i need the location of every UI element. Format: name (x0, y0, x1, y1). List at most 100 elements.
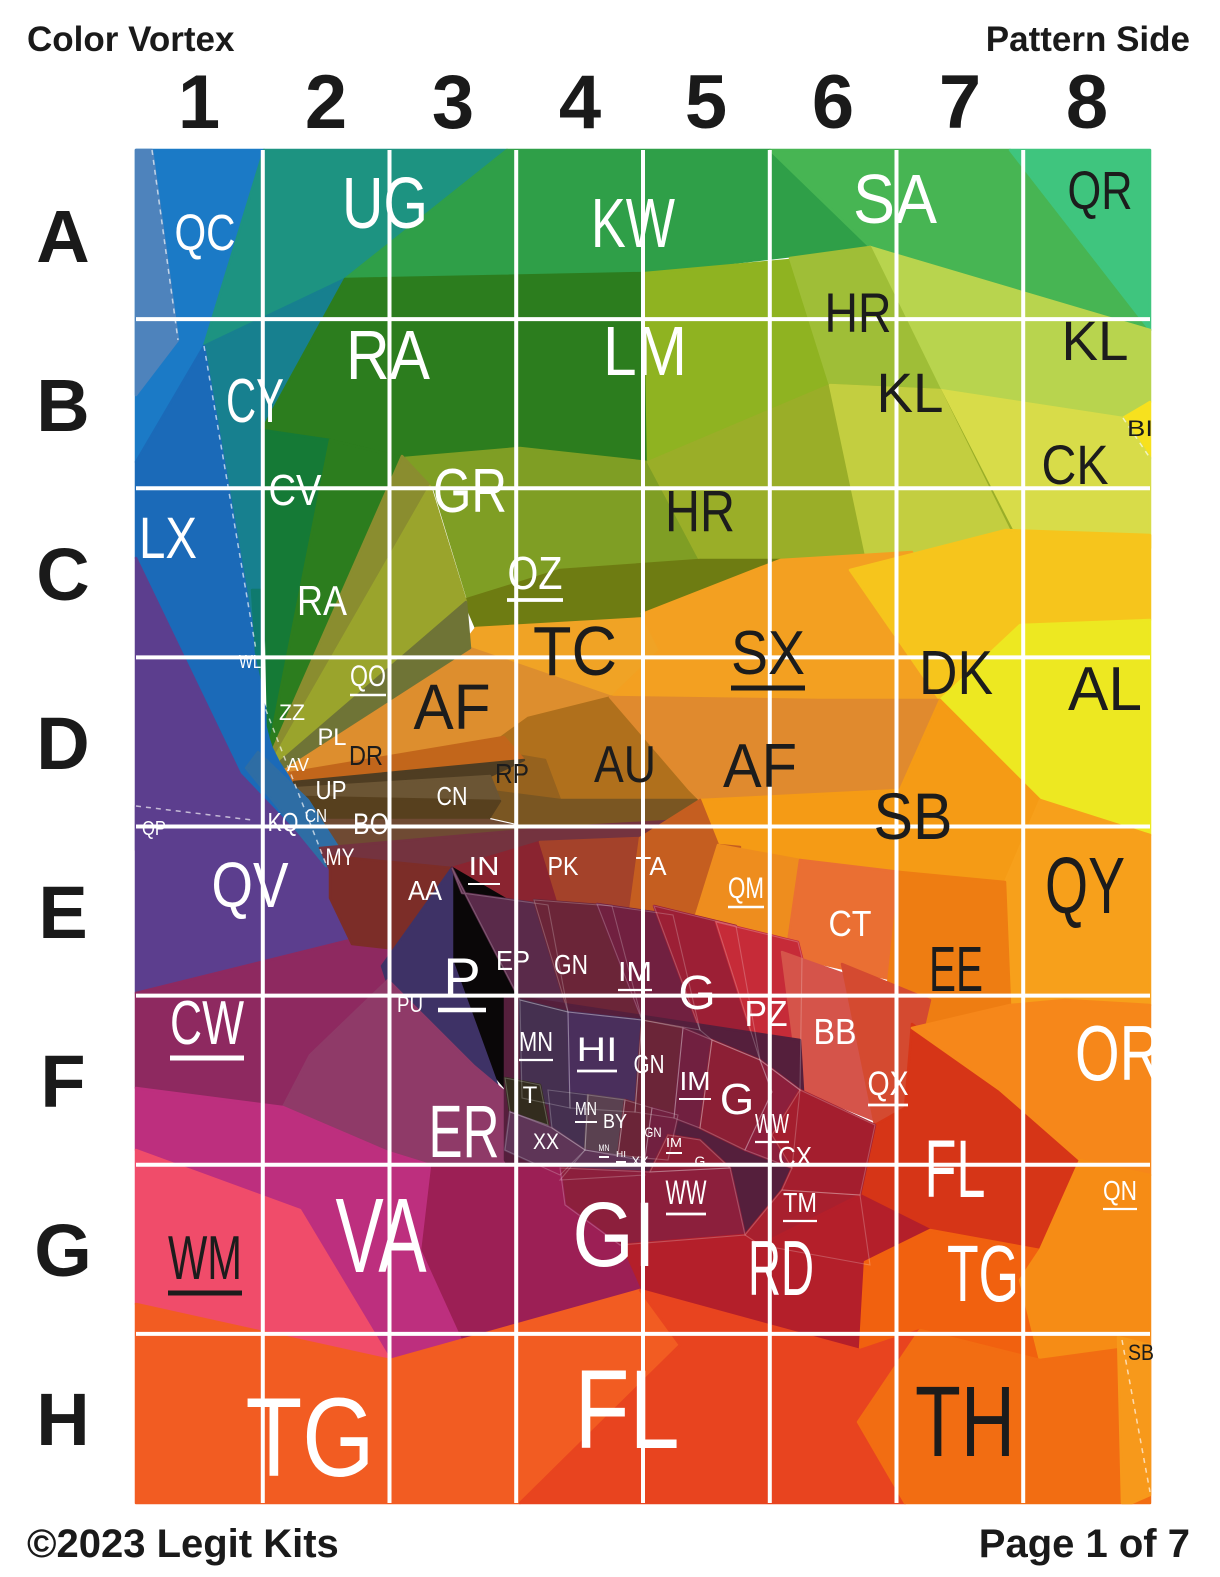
svg-text:MN: MN (599, 1143, 610, 1153)
svg-text:MN: MN (519, 1026, 553, 1057)
svg-text:Page 1 of 7: Page 1 of 7 (979, 1522, 1190, 1566)
svg-text:1: 1 (178, 60, 220, 145)
svg-text:Pattern Side: Pattern Side (986, 20, 1190, 59)
svg-text:TA: TA (636, 851, 668, 881)
svg-text:SX: SX (731, 619, 805, 688)
svg-text:CW: CW (170, 989, 244, 1058)
svg-text:TC: TC (533, 612, 617, 690)
svg-text:DR: DR (349, 740, 383, 771)
svg-text:TH: TH (915, 1366, 1015, 1478)
svg-text:HI: HI (577, 1031, 618, 1069)
svg-text:RD: RD (748, 1224, 814, 1312)
svg-text:G: G (695, 1153, 706, 1169)
svg-text:PL: PL (318, 724, 347, 751)
svg-text:CK: CK (1042, 433, 1109, 496)
svg-text:KL: KL (1062, 309, 1129, 372)
svg-text:RA: RA (297, 577, 347, 624)
svg-text:IN: IN (469, 851, 500, 881)
svg-text:ZZ: ZZ (279, 700, 305, 725)
svg-text:CV: CV (269, 466, 323, 515)
svg-text:T: T (523, 1082, 538, 1109)
svg-text:CT: CT (829, 903, 872, 944)
svg-text:PU: PU (397, 992, 423, 1017)
svg-text:SA: SA (853, 160, 937, 238)
svg-text:GN: GN (645, 1124, 662, 1140)
svg-text:RA: RA (346, 316, 430, 394)
svg-text:IM: IM (680, 1066, 711, 1096)
svg-text:KQ: KQ (268, 807, 299, 837)
svg-text:7: 7 (939, 60, 981, 145)
svg-text:8: 8 (1066, 60, 1108, 145)
svg-text:QP: QP (142, 818, 166, 840)
svg-text:XX: XX (632, 1153, 650, 1169)
svg-text:BO: BO (353, 808, 389, 841)
svg-text:GI: GI (573, 1184, 656, 1286)
svg-text:PZ: PZ (745, 993, 788, 1034)
svg-text:TG: TG (947, 1229, 1019, 1318)
svg-text:A: A (36, 195, 89, 278)
svg-text:HR: HR (665, 479, 735, 544)
svg-text:FL: FL (925, 1124, 986, 1215)
svg-text:WM: WM (168, 1224, 242, 1293)
svg-text:G: G (678, 967, 715, 1020)
svg-text:Color Vortex: Color Vortex (27, 20, 235, 59)
svg-text:AA: AA (408, 875, 442, 906)
svg-text:4: 4 (559, 60, 601, 145)
svg-text:CN: CN (305, 806, 327, 826)
svg-text:BB: BB (814, 1011, 857, 1052)
svg-text:KL: KL (877, 361, 944, 424)
svg-text:C: C (36, 533, 89, 616)
svg-text:TG: TG (246, 1375, 375, 1500)
svg-text:3: 3 (432, 60, 474, 145)
svg-text:QC: QC (175, 204, 236, 261)
svg-text:BI: BI (1127, 416, 1153, 441)
svg-text:F: F (40, 1040, 85, 1123)
svg-text:MN: MN (575, 1099, 597, 1119)
svg-text:PK: PK (548, 851, 580, 881)
svg-text:H: H (36, 1378, 89, 1461)
svg-text:GN: GN (554, 949, 588, 980)
svg-text:FL: FL (575, 1347, 680, 1472)
svg-text:DK: DK (919, 639, 993, 708)
svg-text:CN: CN (437, 781, 468, 811)
svg-text:QY: QY (1045, 841, 1125, 930)
svg-text:D: D (36, 702, 89, 785)
svg-text:TM: TM (783, 1187, 817, 1218)
svg-text:OR: OR (1075, 1009, 1161, 1097)
svg-text:5: 5 (685, 60, 727, 145)
svg-text:AV: AV (287, 755, 309, 775)
svg-text:QM: QM (728, 872, 764, 905)
svg-text:CY: CY (226, 367, 284, 436)
svg-text:WL: WL (239, 652, 261, 672)
svg-text:IM: IM (618, 956, 652, 987)
svg-text:6: 6 (812, 60, 854, 145)
svg-text:GN: GN (634, 1049, 665, 1079)
svg-text:HI: HI (616, 1150, 626, 1159)
svg-text:QO: QO (350, 660, 386, 693)
svg-text:MY: MY (326, 844, 355, 871)
svg-text:CX: CX (778, 1141, 812, 1172)
svg-text:LM: LM (603, 312, 687, 390)
svg-text:BY: BY (603, 1111, 627, 1133)
svg-text:2: 2 (305, 60, 347, 145)
svg-text:G: G (34, 1209, 92, 1292)
svg-text:EP: EP (496, 945, 530, 976)
svg-text:OZ: OZ (508, 547, 563, 599)
svg-text:LX: LX (139, 506, 197, 571)
svg-text:UP: UP (316, 775, 347, 805)
svg-text:AF: AF (414, 671, 491, 743)
svg-text:IM: IM (666, 1135, 682, 1150)
svg-text:AU: AU (594, 736, 656, 794)
svg-text:G: G (720, 1075, 754, 1124)
svg-text:SB: SB (874, 779, 953, 853)
svg-text:RP: RP (495, 758, 529, 789)
svg-text:UG: UG (342, 164, 428, 244)
svg-text:B: B (36, 364, 89, 447)
svg-text:WW: WW (666, 1174, 707, 1212)
svg-text:WW: WW (755, 1108, 789, 1139)
svg-text:P: P (443, 946, 480, 1009)
svg-text:EE: EE (929, 933, 983, 1005)
svg-text:QN: QN (1103, 1175, 1137, 1206)
svg-text:ER: ER (429, 1090, 500, 1173)
svg-text:XX: XX (533, 1129, 559, 1154)
